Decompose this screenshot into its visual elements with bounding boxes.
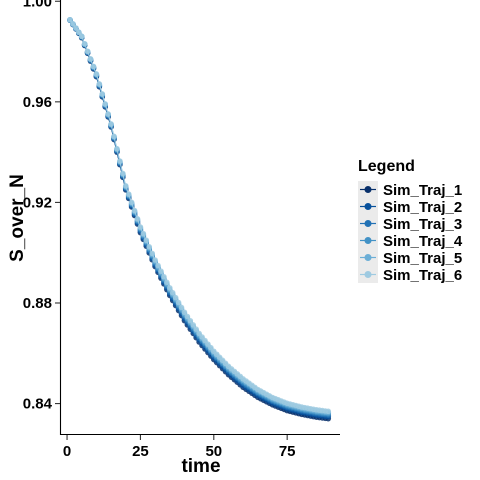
axes	[59, 0, 340, 436]
data-point	[190, 322, 197, 328]
data-point	[137, 224, 144, 230]
y-tick-label: 1.00	[23, 0, 52, 10]
series-Sim_Traj_1	[67, 17, 332, 422]
x-axis-title: time	[181, 456, 220, 477]
legend-item: Sim_Traj_4	[358, 232, 463, 250]
legend-label: Sim_Traj_3	[383, 216, 462, 233]
y-tick-label: 0.88	[23, 295, 52, 312]
data-point	[81, 40, 88, 47]
data-point	[128, 199, 135, 206]
legend-key-marker	[364, 186, 372, 193]
data-point	[87, 56, 94, 62]
series-Sim_Traj_5	[67, 17, 332, 416]
legend-items: Sim_Traj_1Sim_Traj_2Sim_Traj_3Sim_Traj_4…	[358, 181, 463, 284]
series-line	[69, 19, 329, 412]
data-point	[125, 191, 132, 197]
data-point	[178, 304, 185, 311]
data-point	[146, 244, 153, 250]
data-point	[75, 29, 82, 35]
data-point	[166, 285, 173, 291]
legend-title: Legend	[358, 158, 415, 175]
data-point	[96, 81, 103, 87]
data-point	[187, 317, 194, 324]
legend-key-marker	[364, 203, 372, 210]
x-tick-label: 75	[279, 443, 296, 460]
data-point	[120, 170, 126, 177]
data-point	[155, 262, 161, 269]
data-point	[325, 408, 332, 415]
data-point	[181, 309, 188, 316]
data-point	[172, 294, 179, 301]
data-point	[84, 48, 91, 55]
data-point	[122, 183, 129, 189]
data-point	[70, 21, 76, 27]
data-point	[152, 257, 158, 263]
y-tick-label: 0.96	[23, 94, 52, 111]
y-tick-label: 0.84	[23, 396, 53, 413]
data-point	[102, 101, 108, 107]
legend-item: Sim_Traj_3	[358, 215, 462, 233]
legend-item: Sim_Traj_2	[358, 198, 462, 216]
legend-label: Sim_Traj_6	[383, 267, 462, 284]
legend-item: Sim_Traj_1	[358, 181, 462, 199]
legend: Legend Sim_Traj_1Sim_Traj_2Sim_Traj_3Sim…	[358, 158, 463, 284]
legend-key-marker	[364, 271, 372, 278]
y-tick-label: 0.92	[23, 194, 52, 211]
data-point	[111, 133, 117, 140]
ticks: 0 25 50 75 0.84 0.88 0.92 0.96 1.00	[23, 0, 296, 460]
series-Sim_Traj_2	[67, 17, 332, 420]
data-point	[140, 230, 147, 237]
data-point	[117, 158, 123, 164]
legend-label: Sim_Traj_5	[383, 250, 462, 267]
legend-key-marker	[364, 220, 372, 227]
series-line	[69, 19, 329, 414]
series-Sim_Traj_3	[67, 17, 332, 418]
series-layer	[67, 17, 332, 422]
data-point	[158, 268, 164, 274]
data-point	[161, 273, 167, 280]
legend-label: Sim_Traj_1	[383, 182, 462, 199]
legend-item: Sim_Traj_5	[358, 249, 462, 267]
legend-item: Sim_Traj_6	[358, 266, 462, 284]
data-point	[78, 33, 85, 40]
x-tick-label: 0	[63, 443, 71, 460]
data-point	[169, 289, 176, 296]
data-point	[67, 17, 73, 23]
legend-label: Sim_Traj_4	[383, 233, 463, 250]
data-point	[108, 121, 114, 127]
legend-key-marker	[364, 254, 372, 261]
data-point	[175, 299, 182, 306]
x-tick-label: 25	[132, 443, 149, 460]
x-tick-label: 50	[205, 443, 222, 460]
legend-key-marker	[364, 237, 372, 244]
legend-label: Sim_Traj_2	[383, 199, 462, 216]
data-point	[99, 91, 106, 97]
data-point	[105, 111, 111, 117]
data-point	[149, 250, 155, 257]
series-Sim_Traj_6	[67, 17, 332, 415]
data-point	[90, 63, 97, 70]
data-point	[93, 71, 100, 77]
series-line	[69, 19, 329, 416]
series-line	[69, 19, 329, 418]
series-line	[69, 19, 329, 415]
data-point	[131, 207, 138, 214]
y-axis-title: S_over_N	[7, 174, 28, 262]
data-point	[184, 313, 191, 320]
series-Sim_Traj_4	[67, 17, 332, 417]
data-point	[73, 25, 79, 31]
data-point	[193, 326, 199, 332]
data-point	[143, 237, 150, 244]
data-point	[114, 145, 120, 152]
data-point	[164, 279, 170, 286]
data-point	[134, 216, 141, 222]
series-line	[69, 19, 329, 420]
